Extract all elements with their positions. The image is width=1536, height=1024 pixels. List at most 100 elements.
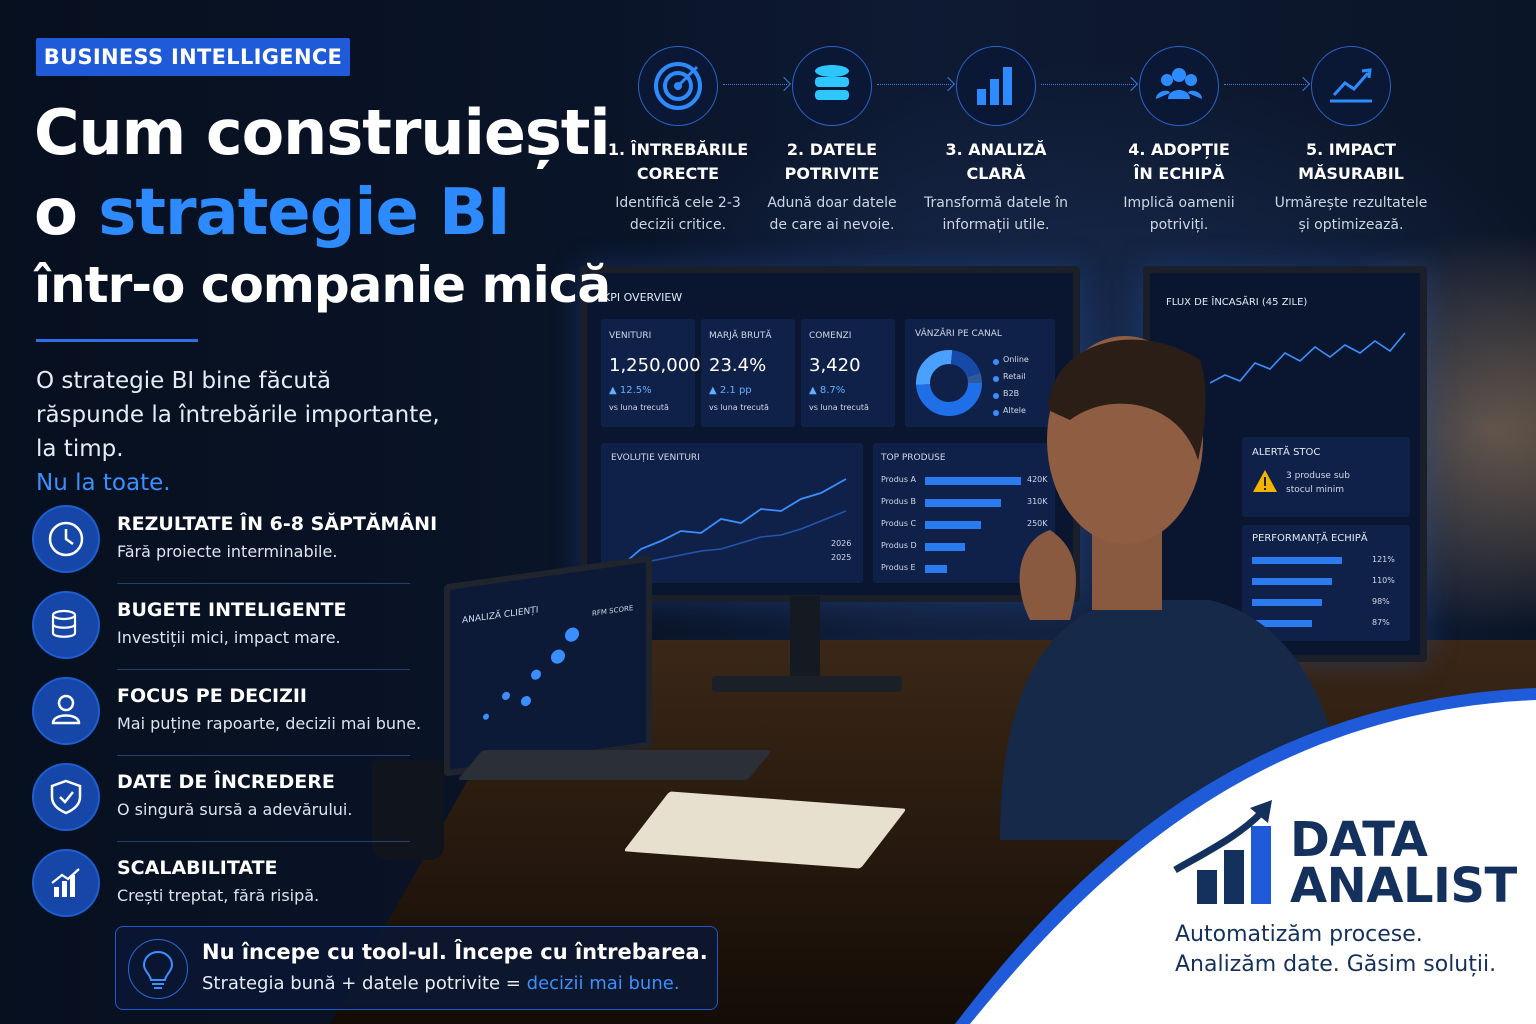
channel-title: VÂNZĂRI PE CANAL — [915, 329, 1002, 339]
divider — [117, 583, 410, 584]
step-arrow — [723, 84, 787, 85]
bulb-icon — [128, 939, 188, 999]
benefit-icon — [34, 679, 98, 743]
step-arrow — [1041, 84, 1134, 85]
callout-body: Strategia bună + datele potrivite = — [202, 973, 521, 994]
step-title-line: 3. ANALIZĂ — [945, 140, 1047, 159]
benefit: REZULTATE ÎN 6-8 SĂPTĂMÂNI Fără proiecte … — [34, 507, 438, 587]
revenue-line — [621, 478, 847, 567]
team-value: 98% — [1372, 597, 1390, 606]
kpi-panel: COMENZI 3,420 ▲ 8.7% vs luna trecută — [801, 319, 895, 427]
benefit: DATE DE ÎNCREDERE O singură sursă a adevă… — [34, 765, 434, 845]
donut-seg — [916, 350, 982, 416]
monitor-stand — [790, 596, 820, 676]
step-text-line: decizii critice. — [629, 217, 727, 233]
channel-name: Online — [1003, 355, 1029, 364]
alert-panel: ALERTĂ STOC 3 produse sub stocul minim — [1242, 437, 1410, 517]
step-title-line: 1. ÎNTREBĂRILE — [607, 140, 749, 159]
product-value: 310K — [1027, 497, 1048, 506]
rfm-title: RFM SCORE — [592, 604, 634, 618]
intro-text: O strategie BI bine făcută răspunde la î… — [36, 368, 440, 462]
channel-panel: VÂNZĂRI PE CANAL Online Retail B2B Altele — [905, 319, 1055, 427]
donut-seg — [916, 350, 982, 416]
step: 4. ADOPȚIE ÎN ECHIPĂ Implică oamenii potriv… — [1094, 46, 1264, 236]
step-text: Transformă datele în informații utile. — [911, 192, 1081, 236]
channel-name: Retail — [1003, 372, 1026, 381]
channel-dot — [993, 393, 999, 399]
title-part: o — [34, 176, 78, 250]
team-bar — [1252, 578, 1332, 585]
cashflow-chart — [1210, 332, 1406, 384]
main-monitor: KPI OVERVIEW VÂNZĂRI PE CANAL Online Reta… — [580, 266, 1080, 602]
benefit-title: FOCUS PE DECIZII — [117, 685, 307, 707]
step-arrow — [1224, 84, 1306, 85]
step: 1. ÎNTREBĂRILE CORECTE Identifică cele 2-3… — [593, 46, 763, 236]
kpi-change: ▲ 2.1 pp — [709, 385, 752, 396]
benefit-text: Mai puține rapoarte, decizii mai bune. — [117, 714, 422, 733]
laptop-title: ANALIZĂ CLIENȚI — [462, 605, 539, 627]
divider — [117, 669, 410, 670]
product-bar — [925, 477, 1021, 485]
step-text-line: Adună doar datele — [767, 195, 897, 211]
benefit-icon — [34, 851, 98, 915]
channel-name: Altele — [1003, 406, 1026, 415]
step: 2. DATELE POTRIVITE Adună doar datele de ca… — [747, 46, 917, 236]
step-icon — [1311, 46, 1391, 126]
benefit-title: BUGETE INTELIGENTE — [117, 599, 347, 621]
step-title: 5. IMPACT MĂSURABIL — [1266, 138, 1436, 186]
kpi-label: MARJĂ BRUTĂ — [709, 331, 772, 341]
benefit-icon — [34, 507, 98, 571]
team-title: PERFORMANȚĂ ECHIPĂ — [1252, 533, 1368, 544]
step-text-line: Urmărește rezultatele — [1274, 195, 1428, 211]
kpi-value: 3,420 — [809, 355, 861, 376]
step-title-line: 5. IMPACT — [1306, 140, 1396, 159]
product-bar — [925, 521, 981, 529]
alert-text: 3 produse sub — [1286, 471, 1350, 481]
alert-icon — [1253, 470, 1277, 492]
products-title: TOP PRODUSE — [881, 453, 946, 463]
benefit-text: Crești treptat, fără risipă. — [117, 886, 320, 905]
product-value: 250K — [1027, 519, 1048, 528]
step-text-line: informații utile. — [942, 217, 1050, 233]
cashflow-line — [1210, 332, 1406, 384]
monitor-base — [712, 676, 902, 692]
title-highlight: strategie BI — [98, 176, 510, 250]
step-title-line: ÎN ECHIPĂ — [1133, 164, 1225, 183]
step-text: Implică oamenii potriviți. — [1094, 192, 1264, 236]
benefit-icon — [34, 593, 98, 657]
tagline: Automatizăm procese. — [1175, 922, 1423, 947]
step-title-line: POTRIVITE — [784, 164, 880, 183]
intro-highlight: Nu la toate. — [36, 470, 171, 496]
revenue-chart — [621, 478, 847, 570]
benefit-text: Investiții mici, impact mare. — [117, 628, 341, 647]
dashboard-title: KPI OVERVIEW — [603, 291, 683, 304]
intro: O strategie BI bine făcută răspunde la î… — [36, 364, 446, 500]
benefit-text: Fără proiecte interminabile. — [117, 542, 338, 561]
kpi-panel: MARJĂ BRUTĂ 23.4% ▲ 2.1 pp vs luna trecută — [701, 319, 795, 427]
step-title-line: 2. DATELE — [786, 140, 878, 159]
alert-title: ALERTĂ STOC — [1252, 447, 1321, 458]
step-icon — [792, 46, 872, 126]
step-title-line: CORECTE — [636, 164, 720, 183]
step-text-line: și optimizează. — [1298, 217, 1404, 233]
step-title: 1. ÎNTREBĂRILE CORECTE — [593, 138, 763, 186]
channel-dot — [993, 376, 999, 382]
benefit-title: REZULTATE ÎN 6-8 SĂPTĂMÂNI — [117, 513, 438, 535]
side-monitor: FLUX DE ÎNCASĂRI (45 ZILE) ALERTĂ STOC 3… — [1143, 266, 1427, 662]
divider — [117, 755, 410, 756]
kpi-panel: VENITURI 1,250,000 ▲ 12.5% vs luna trecută — [601, 319, 701, 427]
team-bar — [1252, 557, 1342, 564]
product-bar — [925, 565, 947, 573]
benefit-title: SCALABILITATE — [117, 857, 278, 879]
title: o strategie BI — [34, 176, 511, 250]
team-value: 87% — [1372, 618, 1390, 627]
kpi-note: vs luna trecută — [709, 403, 769, 412]
step-text: Adună doar datele de care ai nevoie. — [747, 192, 917, 236]
benefit-text: O singură sursă a adevărului. — [117, 800, 353, 819]
legend-entry: 2025 — [831, 553, 852, 562]
step-text-line: Transformă datele în — [924, 195, 1068, 211]
step: 5. IMPACT MĂSURABIL Urmărește rezultatele ș… — [1266, 46, 1436, 236]
kpi-label: COMENZI — [809, 331, 852, 341]
step-title-line: 4. ADOPȚIE — [1128, 140, 1230, 159]
